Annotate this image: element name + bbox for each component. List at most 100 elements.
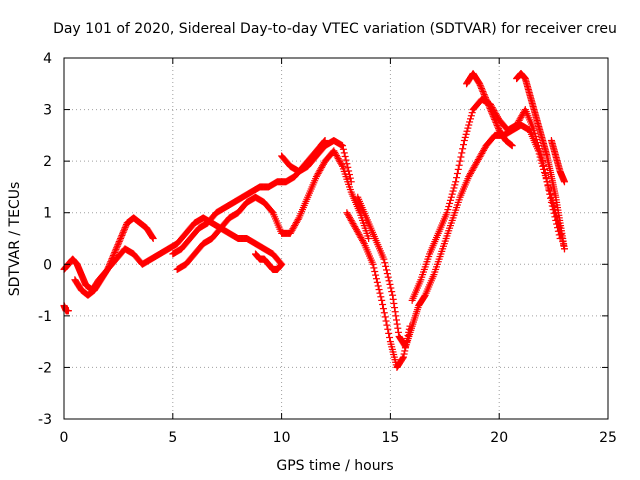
data-point-marker [392, 312, 400, 320]
data-point-marker [543, 178, 551, 186]
data-point-marker [476, 80, 484, 88]
data-point-marker [384, 273, 392, 281]
data-point-marker [448, 190, 456, 198]
data-point-marker [278, 260, 286, 268]
x-tick-label: 20 [490, 430, 508, 446]
series-track-10 [513, 69, 568, 253]
data-point-marker [115, 239, 123, 247]
data-point-marker [115, 238, 123, 246]
data-point-marker [446, 196, 454, 204]
data-point-marker [383, 270, 391, 278]
data-point-marker [106, 259, 114, 267]
data-point-marker [108, 255, 116, 263]
data-point-marker [365, 235, 373, 242]
data-point-marker [391, 304, 399, 312]
data-point-marker [345, 167, 353, 175]
data-point-marker [340, 149, 348, 157]
data-point-marker [389, 295, 397, 303]
data-point-marker [338, 161, 346, 169]
data-point-marker [444, 206, 452, 214]
data-point-marker [385, 329, 393, 337]
data-point-marker [460, 141, 468, 149]
y-tick-label: -2 [38, 360, 52, 376]
data-point-marker [116, 236, 124, 244]
data-point-marker [339, 142, 347, 150]
data-point-marker [486, 105, 494, 113]
data-point-marker [399, 353, 407, 361]
data-point-marker [377, 293, 385, 301]
data-point-marker [487, 108, 495, 116]
data-point-marker [64, 307, 72, 315]
axis-ticks: 0 5 10 15 20 25 -3 -2 -1 0 1 2 3 4 [38, 51, 617, 446]
data-point-marker [370, 264, 378, 272]
data-point-marker [382, 266, 390, 274]
data-point-marker [457, 153, 465, 161]
y-tick-label: -3 [38, 412, 52, 428]
data-point-marker [294, 215, 302, 223]
data-point-marker [560, 178, 568, 186]
data-point-marker [540, 165, 548, 173]
data-point-marker [382, 317, 390, 325]
data-point-marker [392, 316, 400, 324]
data-point-marker [110, 250, 118, 258]
data-point-marker [460, 137, 468, 145]
data-point-marker [493, 120, 501, 128]
y-tick-label: 3 [43, 103, 52, 119]
data-point-marker [466, 118, 474, 126]
data-point-marker [372, 271, 380, 279]
data-point-marker [341, 153, 349, 161]
data-point-marker [400, 350, 408, 358]
data-point-marker [113, 242, 121, 250]
data-point-marker [450, 184, 458, 192]
data-point-marker [378, 296, 386, 304]
data-point-marker [455, 161, 463, 169]
data-point-marker [394, 324, 402, 332]
data-point-marker [111, 247, 119, 255]
data-point-marker [452, 178, 460, 186]
data-point-marker [107, 256, 115, 264]
data-point-marker [121, 224, 129, 232]
x-tick-label: 10 [273, 430, 291, 446]
data-point-marker [104, 264, 112, 272]
data-point-marker [489, 111, 497, 119]
data-point-marker [369, 260, 377, 268]
data-point-marker [478, 86, 486, 94]
data-point-marker [551, 213, 559, 221]
data-point-marker [380, 309, 388, 317]
data-point-marker [109, 253, 117, 261]
data-point-marker [381, 313, 389, 321]
data-point-marker [493, 122, 501, 130]
data-point-marker [468, 109, 476, 117]
data-point-marker [359, 238, 367, 246]
data-point-marker [446, 199, 454, 207]
data-point-marker [380, 255, 388, 263]
data-point-marker [487, 106, 495, 114]
data-point-marker [111, 248, 119, 256]
chart-title: Day 101 of 2020, Sidereal Day-to-day VTE… [53, 21, 617, 37]
data-point-marker [480, 91, 488, 99]
data-point-marker [118, 231, 126, 239]
series-track-9 [463, 69, 516, 150]
data-point-marker [494, 123, 502, 131]
x-axis-label: GPS time / hours [276, 458, 393, 474]
data-point-marker [481, 92, 489, 100]
data-point-marker [387, 284, 395, 292]
data-point-marker [388, 288, 396, 296]
data-point-marker [485, 103, 493, 111]
data-point-marker [490, 114, 498, 122]
data-point-marker [485, 101, 493, 109]
data-point-marker [544, 182, 552, 190]
data-point-marker [488, 109, 496, 117]
data-point-marker [453, 174, 461, 182]
series-track-13 [251, 250, 286, 273]
data-point-marker [122, 222, 130, 230]
data-point-marker [560, 245, 568, 253]
data-point-marker [484, 100, 492, 108]
data-point-marker [345, 171, 353, 179]
data-point-marker [463, 127, 471, 135]
data-point-marker [462, 130, 470, 138]
data-point-marker [113, 244, 121, 252]
data-point-marker [466, 115, 474, 123]
series-track-11 [547, 137, 568, 186]
